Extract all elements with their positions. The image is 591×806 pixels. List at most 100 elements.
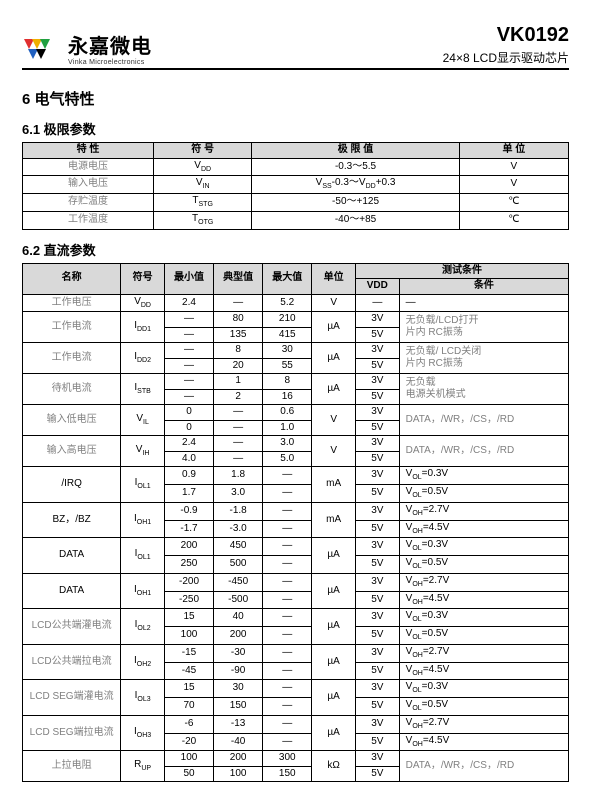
cell: 3V: [355, 680, 399, 698]
cell: VOL=0.3V: [399, 467, 568, 485]
cell: -250: [164, 591, 213, 609]
logo-cn: 永嘉微电: [68, 30, 152, 59]
cell: DATA，/WR，/CS，/RD: [399, 405, 568, 436]
cell: 2.4: [164, 294, 213, 312]
cell: 5V: [355, 591, 399, 609]
cell: VOH=4.5V: [399, 591, 568, 609]
col-sym: 符号: [121, 263, 165, 294]
cell: VIN: [154, 176, 252, 194]
section-6-heading: 6 电气特性: [22, 88, 569, 109]
cell: -20: [164, 733, 213, 751]
cell: 55: [263, 358, 312, 374]
table-row: 工作电压VDD2.4—5.2V——: [23, 294, 569, 312]
cell: mA: [312, 467, 356, 503]
cell: 电源电压: [23, 158, 154, 176]
cell: TSTG: [154, 194, 252, 212]
cell: —: [399, 294, 568, 312]
cell: 200: [214, 751, 263, 767]
cell: V: [312, 436, 356, 467]
cell: 150: [263, 766, 312, 782]
cell: 输入电压: [23, 176, 154, 194]
cell: DATA，/WR，/CS，/RD: [399, 751, 568, 782]
cell: VOL=0.5V: [399, 485, 568, 503]
table-row: 工作温度TOTG-40～+85℃: [23, 211, 569, 229]
table-row: 工作电流IDD1—80210µA3V无负载/LCD打开片内 RC振荡: [23, 312, 569, 328]
cell: VOH=2.7V: [399, 502, 568, 520]
cell: 100: [214, 766, 263, 782]
cell: VOL=0.5V: [399, 556, 568, 574]
cell: 15: [164, 680, 213, 698]
cell: VOL=0.5V: [399, 627, 568, 645]
cell: —: [164, 374, 213, 390]
logo-icon: [22, 35, 62, 61]
cell: BZ，/BZ: [23, 502, 121, 538]
cell: 工作温度: [23, 211, 154, 229]
cell: 2.4: [164, 436, 213, 452]
cell: —: [263, 591, 312, 609]
section-6-1-heading: 6.1 极限参数: [22, 119, 569, 138]
col-c: 条件: [399, 279, 568, 295]
cell: VOH=4.5V: [399, 520, 568, 538]
cell: LCD SEG端拉电流: [23, 715, 121, 751]
cell: 70: [164, 698, 213, 716]
cell: 1.7: [164, 485, 213, 503]
cell: 3V: [355, 751, 399, 767]
cell: 3V: [355, 405, 399, 421]
cell: DATA: [23, 538, 121, 574]
cell: -50～+125: [252, 194, 459, 212]
cell: 5V: [355, 766, 399, 782]
cell: 4.0: [164, 451, 213, 467]
cell: LCD公共端拉电流: [23, 644, 121, 680]
cell: 2: [214, 389, 263, 405]
table-row: 上拉电阻RUP100200300kΩ3VDATA，/WR，/CS，/RD: [23, 751, 569, 767]
table-row: LCD SEG端灌电流IOL31530—µA3VVOL=0.3V: [23, 680, 569, 698]
cell: 5V: [355, 327, 399, 343]
cell: —: [263, 520, 312, 538]
cell: 3V: [355, 312, 399, 328]
cell: 20: [214, 358, 263, 374]
cell: —: [263, 733, 312, 751]
logo-en: Vinka Microelectronics: [68, 59, 152, 66]
col-unit: 单位: [312, 263, 356, 294]
t1-col: 极 限 值: [252, 143, 459, 159]
cell: VDD: [154, 158, 252, 176]
cell: -450: [214, 573, 263, 591]
cell: 500: [214, 556, 263, 574]
cell: 0.9: [164, 467, 213, 485]
cell: —: [263, 467, 312, 485]
cell: DATA，/WR，/CS，/RD: [399, 436, 568, 467]
cell: 30: [214, 680, 263, 698]
cell: 工作电压: [23, 294, 121, 312]
cell: V: [459, 176, 568, 194]
cell: -1.7: [164, 520, 213, 538]
cell: µA: [312, 644, 356, 680]
cell: 80: [214, 312, 263, 328]
cell: IOH1: [121, 502, 165, 538]
table-row: 输入高电压VIH2.4—3.0V3VDATA，/WR，/CS，/RD: [23, 436, 569, 452]
cell: 300: [263, 751, 312, 767]
cell: 1.8: [214, 467, 263, 485]
cell: V: [312, 294, 356, 312]
cell: 100: [164, 627, 213, 645]
part-number: VK0192: [443, 24, 569, 47]
cell: -90: [214, 662, 263, 680]
cell: 200: [214, 627, 263, 645]
table-row: 输入低电压VIL0—0.6V3VDATA，/WR，/CS，/RD: [23, 405, 569, 421]
cell: —: [164, 327, 213, 343]
cell: 135: [214, 327, 263, 343]
cell: —: [263, 680, 312, 698]
cell: —: [263, 715, 312, 733]
cell: 0: [164, 420, 213, 436]
cell: 150: [214, 698, 263, 716]
logo: 永嘉微电 Vinka Microelectronics: [22, 30, 152, 66]
cell: 3V: [355, 609, 399, 627]
cell: 5.0: [263, 451, 312, 467]
cell: 8: [263, 374, 312, 390]
cell: 30: [263, 343, 312, 359]
cell: V: [312, 405, 356, 436]
cell: 工作电流: [23, 343, 121, 374]
cell: —: [263, 573, 312, 591]
cell: 待机电流: [23, 374, 121, 405]
cell: —: [164, 358, 213, 374]
cell: µA: [312, 538, 356, 574]
